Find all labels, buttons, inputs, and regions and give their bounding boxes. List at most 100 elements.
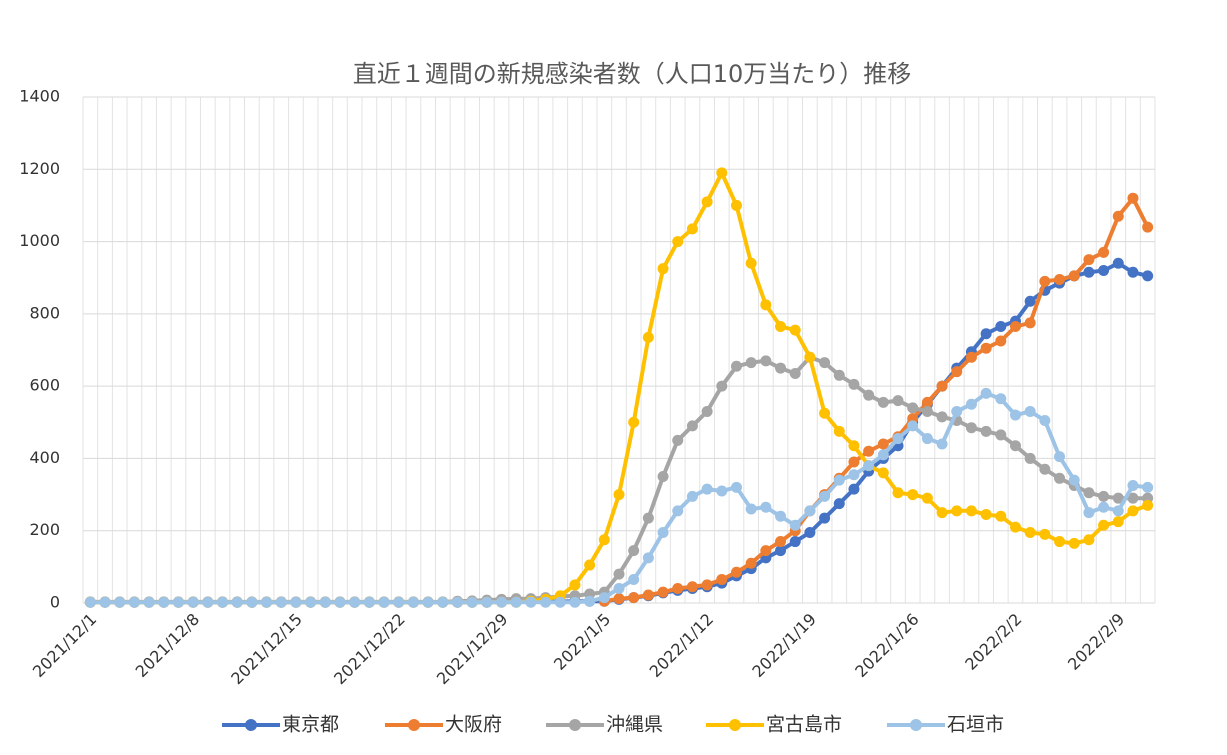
data-point <box>657 263 669 275</box>
data-point <box>642 512 654 524</box>
data-point <box>378 596 390 608</box>
data-point <box>422 596 434 608</box>
chart-title: 直近１週間の新規感染者数（人口10万当たり）推移 <box>353 60 912 88</box>
legend-marker <box>569 719 581 731</box>
data-point <box>598 592 610 604</box>
data-point <box>613 568 625 580</box>
plot <box>84 167 1154 608</box>
data-point <box>1083 487 1095 499</box>
data-point <box>217 596 229 608</box>
data-point <box>510 596 522 608</box>
data-point <box>775 321 787 333</box>
data-point <box>921 405 933 417</box>
data-point <box>1024 295 1036 307</box>
data-point <box>628 574 640 586</box>
data-point <box>686 223 698 235</box>
data-point <box>833 498 845 510</box>
data-point <box>863 445 875 457</box>
data-point <box>921 396 933 408</box>
x-tick-label: 2022/2/2 <box>961 610 1025 674</box>
data-point <box>1142 270 1154 282</box>
data-point <box>907 489 919 501</box>
data-point <box>584 595 596 607</box>
y-tick-label: 600 <box>29 376 60 395</box>
data-point <box>231 596 243 608</box>
data-point <box>936 411 948 423</box>
data-point <box>980 342 992 354</box>
grid <box>82 96 1156 604</box>
data-point <box>833 425 845 437</box>
x-tick-label: 2022/1/19 <box>748 610 819 681</box>
data-point <box>99 596 111 608</box>
y-tick-label: 200 <box>29 520 60 539</box>
data-point <box>936 438 948 450</box>
data-point <box>1054 536 1066 548</box>
data-point <box>965 351 977 363</box>
data-point <box>481 596 493 608</box>
data-point <box>657 527 669 539</box>
data-point <box>701 483 713 495</box>
y-tick-label: 1000 <box>19 231 60 250</box>
data-point <box>775 545 787 557</box>
legend-label: 石垣市 <box>947 714 1004 736</box>
data-point <box>1054 472 1066 484</box>
data-point <box>965 398 977 410</box>
data-point <box>892 433 904 445</box>
data-point <box>1112 492 1124 504</box>
data-point <box>1142 221 1154 233</box>
data-point <box>657 586 669 598</box>
data-point <box>819 407 831 419</box>
data-point <box>407 596 419 608</box>
data-point <box>1039 528 1051 540</box>
data-point <box>1009 409 1021 421</box>
data-point <box>1024 527 1036 539</box>
data-point <box>760 501 772 513</box>
legend-marker <box>729 719 741 731</box>
data-point <box>1098 264 1110 276</box>
data-point <box>466 596 478 608</box>
data-point <box>657 471 669 482</box>
data-point <box>1142 499 1154 511</box>
y-tick-label: 0 <box>50 593 60 612</box>
data-point <box>275 596 287 608</box>
data-point <box>907 420 919 432</box>
data-point <box>1127 192 1139 204</box>
data-point <box>114 596 126 608</box>
legend-marker <box>910 719 922 731</box>
series-line <box>90 170 1149 605</box>
data-point <box>1127 505 1139 517</box>
data-point <box>540 596 552 608</box>
data-point <box>730 481 742 493</box>
data-point <box>863 389 875 401</box>
x-tick-label: 2021/12/8 <box>132 610 203 681</box>
data-point <box>995 321 1007 333</box>
data-point <box>1068 270 1080 282</box>
data-point <box>716 574 728 586</box>
data-point <box>393 596 405 608</box>
data-point <box>760 299 772 311</box>
data-point <box>1098 519 1110 531</box>
data-point <box>745 357 757 369</box>
data-point <box>833 474 845 486</box>
data-point <box>451 596 463 608</box>
data-point <box>730 199 742 211</box>
data-point <box>775 536 787 548</box>
x-tick-label: 2022/1/26 <box>851 610 922 681</box>
data-point <box>789 324 801 336</box>
data-point <box>833 369 845 381</box>
data-point <box>672 434 684 446</box>
data-point <box>613 489 625 501</box>
data-point <box>1009 440 1021 452</box>
x-tick-label: 2021/12/29 <box>433 610 512 689</box>
data-point <box>995 429 1007 441</box>
data-point <box>819 490 831 502</box>
data-point <box>613 583 625 595</box>
data-point <box>951 405 963 417</box>
legend-label: 大阪府 <box>445 714 502 736</box>
data-point <box>246 596 258 608</box>
data-point <box>907 402 919 414</box>
data-point <box>598 534 610 546</box>
data-point <box>554 596 566 608</box>
y-tick-label: 800 <box>29 303 60 322</box>
data-point <box>848 456 860 468</box>
